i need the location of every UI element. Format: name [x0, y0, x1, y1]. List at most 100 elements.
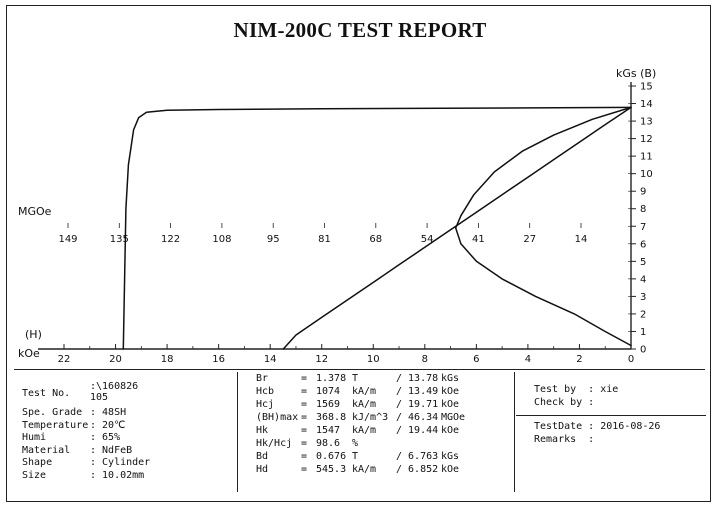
- x-tick-label: 22: [58, 354, 71, 365]
- measurement-u2: MGOe: [441, 412, 466, 423]
- measurement-v2: / 46.34: [396, 412, 439, 423]
- y-tick-label: 3: [640, 292, 646, 303]
- measurement-u2: kGs: [441, 373, 460, 384]
- sample-row: Size : 10.02mm: [22, 470, 232, 483]
- measurement-label: Hk/Hcj: [256, 438, 293, 449]
- measurement-label: Hcb: [256, 386, 275, 397]
- energy-tick-label: 41: [472, 234, 485, 245]
- x-tick-label: 18: [161, 354, 174, 365]
- x-tick-label: 4: [525, 354, 531, 365]
- measurement-u2: kOe: [441, 464, 460, 475]
- measurement-v1: 0.676: [316, 451, 347, 462]
- measurement-row: Br = 1.378 T / 13.78 kGs: [256, 373, 511, 386]
- y-tick-label: 1: [640, 327, 646, 338]
- sample-label: Shape: [22, 457, 53, 468]
- test-date: TestDate : 2016-08-26: [534, 421, 661, 432]
- x-tick-label: 14: [264, 354, 277, 365]
- measurement-row: Hk = 1547 kA/m / 19.44 kOe: [256, 425, 511, 438]
- y-tick-label: 4: [640, 274, 646, 285]
- x-tick-label: 0: [628, 354, 634, 365]
- info-divider-right: [514, 372, 515, 492]
- measurement-row: Bd = 0.676 T / 6.763 kGs: [256, 451, 511, 464]
- measurement-v1: 1074: [316, 386, 341, 397]
- signoff-block: Test by : xie Check by : TestDate : 2016…: [516, 384, 706, 446]
- measurement-eq: =: [301, 373, 308, 384]
- energy-tick-label: 81: [318, 234, 331, 245]
- y-tick-label: 9: [640, 187, 646, 198]
- sample-label: Spe. Grade: [22, 407, 83, 418]
- measurement-eq: =: [301, 438, 308, 449]
- measurement-u2: kOe: [441, 386, 460, 397]
- measurement-u1: kJ/m^3: [352, 412, 389, 423]
- energy-curve: [454, 106, 632, 347]
- measurement-v2: / 13.78: [396, 373, 439, 384]
- measurement-label: Bd: [256, 451, 269, 462]
- measurement-eq: =: [301, 425, 308, 436]
- y-tick-label: 11: [640, 152, 653, 163]
- y-tick-label: 10: [640, 169, 653, 180]
- sample-value: : 10.02mm: [90, 469, 145, 481]
- sample-row: Test No.:\160826 105: [22, 381, 232, 407]
- measurement-v1: 98.6: [316, 438, 341, 449]
- measurement-label: (BH)max: [256, 412, 299, 423]
- y-tick-label: 5: [640, 257, 646, 268]
- energy-axis-label: MGOe: [18, 205, 52, 218]
- sample-row: Material: NdFeB: [22, 445, 232, 458]
- measurement-eq: =: [301, 412, 308, 423]
- y-tick-label: 15: [640, 82, 653, 93]
- info-divider-top: [14, 369, 705, 370]
- measurement-u1: kA/m: [352, 464, 377, 475]
- sample-label: Size: [22, 469, 47, 481]
- sample-label: Temperature: [22, 419, 89, 431]
- measurement-u1: kA/m: [352, 425, 377, 436]
- measurement-u2: kGs: [441, 451, 460, 462]
- energy-tick-label: 135: [110, 234, 129, 245]
- measurement-u2: kOe: [441, 399, 460, 410]
- info-divider-left: [237, 372, 238, 492]
- sample-value: : 20℃: [90, 419, 126, 431]
- report-frame: [6, 5, 711, 502]
- x-tick-label: 20: [109, 354, 122, 365]
- sample-row: Shape: Cylinder: [22, 457, 232, 470]
- y-tick-label: 6: [640, 239, 646, 250]
- signoff-divider: [516, 415, 706, 416]
- y-tick-label: 7: [640, 222, 646, 233]
- x-tick-label: 16: [212, 354, 225, 365]
- measurement-v1: 1.378: [316, 373, 347, 384]
- sample-label: Test No.: [22, 388, 71, 399]
- measurement-v1: 368.8: [316, 412, 347, 423]
- measurement-label: Hk: [256, 425, 269, 436]
- energy-tick-label: 68: [369, 234, 382, 245]
- measurement-table: Br = 1.378 T/ 13.78 kGs Hcb = 1074 kA/m/ 13.49 kO…: [256, 373, 511, 483]
- x-axis-label: kOe: [18, 347, 40, 360]
- y-tick-label: 14: [640, 99, 653, 110]
- sample-info: Test No.:\160826 105 Spe. Grade: 48SH Temp…: [22, 381, 232, 482]
- sample-label: Humi: [22, 432, 47, 443]
- energy-tick-label: 108: [212, 234, 231, 245]
- sample-row: Temperature: 20℃: [22, 420, 232, 433]
- measurement-eq: =: [301, 464, 308, 475]
- remarks: Remarks :: [534, 433, 595, 445]
- y-tick-label: 8: [640, 204, 646, 215]
- energy-tick-label: 54: [421, 234, 434, 245]
- measurement-v2: / 19.44: [396, 425, 439, 436]
- measurement-u1: kA/m: [352, 399, 377, 410]
- test-by: Test by : xie: [534, 384, 619, 395]
- measurement-v2: / 19.71: [396, 399, 439, 410]
- measurement-row: Hcb = 1074 kA/m / 13.49 kOe: [256, 386, 511, 399]
- energy-tick-label: 95: [267, 234, 280, 245]
- measurement-u1: %: [352, 438, 359, 449]
- sample-row: Humi: 65%: [22, 432, 232, 445]
- measurement-label: Br: [256, 373, 269, 384]
- energy-tick-label: 122: [161, 234, 180, 245]
- x-tick-label: 6: [473, 354, 479, 365]
- y-tick-label: 13: [640, 117, 653, 128]
- measurement-row: Hk/Hcj = 98.6%: [256, 438, 511, 451]
- sample-value: : 48SH: [90, 407, 127, 418]
- sample-label: Material: [22, 444, 71, 456]
- x-tick-label: 8: [422, 354, 428, 365]
- sample-row: Spe. Grade : 48SH: [22, 407, 232, 420]
- measurement-eq: =: [301, 451, 308, 462]
- measurement-v2: / 6.763: [396, 451, 439, 462]
